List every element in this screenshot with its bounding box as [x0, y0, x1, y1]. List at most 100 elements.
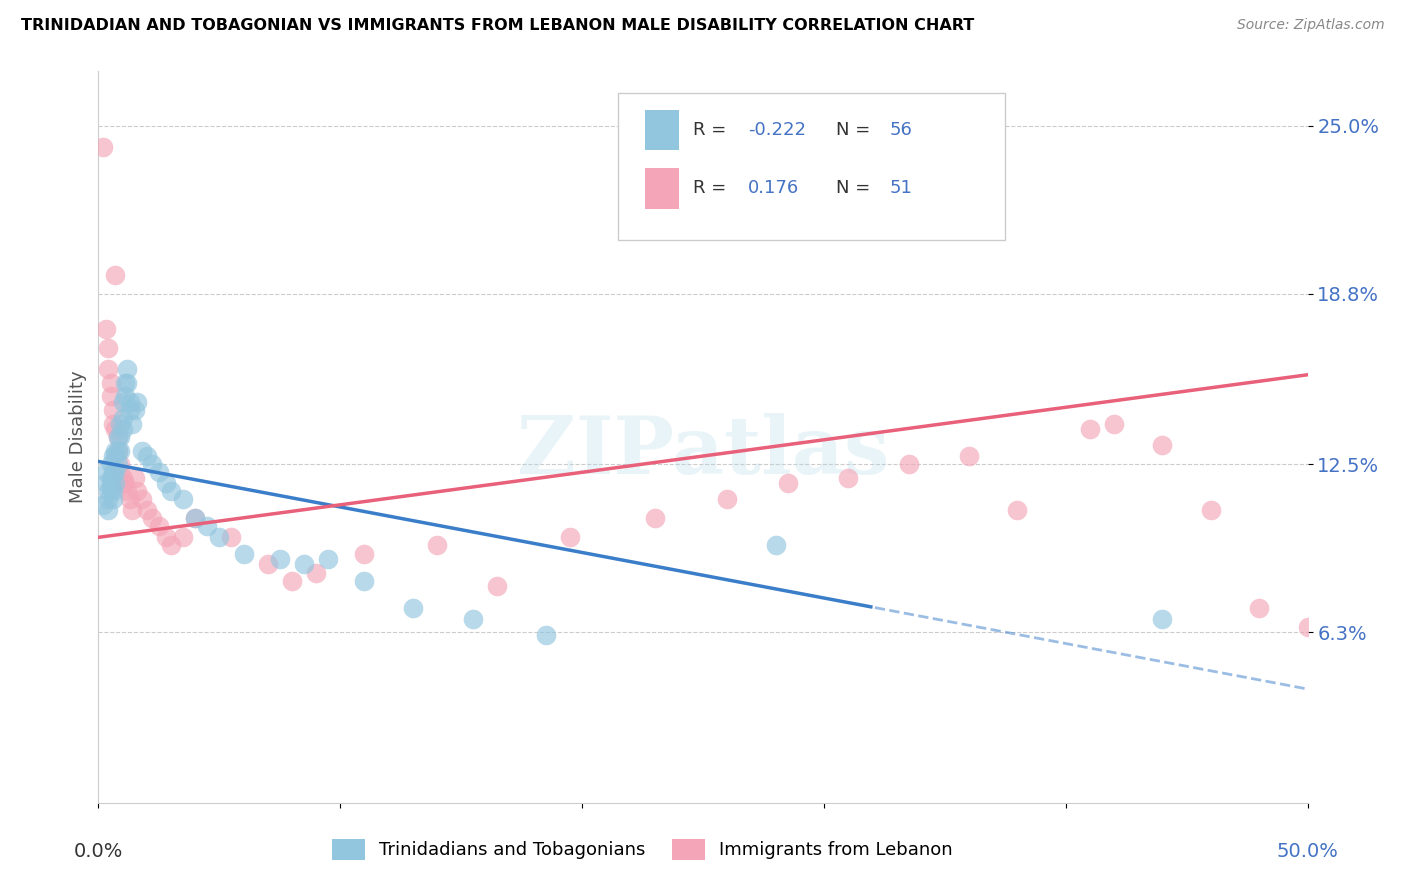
Point	[172, 530, 194, 544]
Point	[104, 443, 127, 458]
Point	[111, 395, 134, 409]
Point	[486, 579, 509, 593]
Point	[104, 422, 127, 436]
Point	[108, 430, 131, 444]
Point	[281, 574, 304, 588]
Point	[107, 443, 129, 458]
Point	[114, 389, 136, 403]
Text: 51: 51	[889, 179, 912, 197]
Point	[765, 538, 787, 552]
Point	[94, 465, 117, 479]
Point	[100, 389, 122, 403]
Point	[426, 538, 449, 552]
Point	[100, 457, 122, 471]
FancyBboxPatch shape	[619, 94, 1005, 240]
Point	[402, 600, 425, 615]
Text: TRINIDADIAN AND TOBAGONIAN VS IMMIGRANTS FROM LEBANON MALE DISABILITY CORRELATIO: TRINIDADIAN AND TOBAGONIAN VS IMMIGRANTS…	[21, 18, 974, 33]
Point	[97, 341, 120, 355]
Point	[101, 403, 124, 417]
Point	[232, 547, 254, 561]
Text: R =: R =	[693, 179, 733, 197]
Point	[1102, 417, 1125, 431]
Point	[94, 322, 117, 336]
Point	[558, 530, 581, 544]
Point	[117, 484, 139, 499]
Point	[107, 430, 129, 444]
Point	[104, 449, 127, 463]
Text: -0.222: -0.222	[748, 121, 806, 139]
Point	[160, 538, 183, 552]
Point	[121, 503, 143, 517]
Point	[100, 376, 122, 390]
Point	[91, 140, 114, 154]
Point	[100, 471, 122, 485]
Point	[108, 457, 131, 471]
Text: N =: N =	[837, 121, 876, 139]
Point	[1296, 620, 1319, 634]
Point	[118, 492, 141, 507]
Point	[124, 471, 146, 485]
Point	[101, 492, 124, 507]
Point	[104, 268, 127, 282]
Point	[101, 465, 124, 479]
Point	[101, 417, 124, 431]
Point	[305, 566, 328, 580]
Point	[1152, 438, 1174, 452]
Point	[124, 403, 146, 417]
Point	[104, 465, 127, 479]
Point	[111, 476, 134, 491]
Point	[160, 484, 183, 499]
Point	[353, 547, 375, 561]
Point	[97, 484, 120, 499]
Point	[111, 471, 134, 485]
Y-axis label: Male Disability: Male Disability	[69, 371, 87, 503]
Point	[316, 552, 339, 566]
Point	[155, 476, 177, 491]
Point	[837, 471, 859, 485]
Point	[101, 484, 124, 499]
Point	[221, 530, 243, 544]
Point	[131, 492, 153, 507]
Point	[148, 519, 170, 533]
Point	[104, 476, 127, 491]
Text: ZIPatlas: ZIPatlas	[517, 413, 889, 491]
Point	[957, 449, 980, 463]
Point	[1152, 611, 1174, 625]
Point	[107, 430, 129, 444]
Text: 0.0%: 0.0%	[73, 842, 124, 861]
Point	[463, 611, 485, 625]
Point	[135, 503, 157, 517]
Point	[127, 484, 149, 499]
Point	[1199, 503, 1222, 517]
Point	[1249, 600, 1271, 615]
Point	[94, 476, 117, 491]
Point	[184, 511, 207, 525]
Text: 0.176: 0.176	[748, 179, 799, 197]
Point	[184, 511, 207, 525]
Point	[101, 449, 124, 463]
Point	[776, 476, 799, 491]
Point	[148, 465, 170, 479]
Point	[121, 417, 143, 431]
Text: 56: 56	[889, 121, 912, 139]
Point	[644, 511, 666, 525]
Text: N =: N =	[837, 179, 876, 197]
Legend: Trinidadians and Tobagonians, Immigrants from Lebanon: Trinidadians and Tobagonians, Immigrants…	[325, 831, 960, 867]
Point	[195, 519, 218, 533]
Point	[256, 558, 278, 572]
Point	[141, 457, 163, 471]
FancyBboxPatch shape	[645, 110, 679, 150]
Point	[108, 417, 131, 431]
Point	[897, 457, 920, 471]
Point	[107, 443, 129, 458]
Point	[269, 552, 291, 566]
Point	[97, 492, 120, 507]
Text: 50.0%: 50.0%	[1277, 842, 1339, 861]
Point	[155, 530, 177, 544]
Point	[100, 476, 122, 491]
Point	[131, 443, 153, 458]
Point	[97, 503, 120, 517]
Point	[118, 395, 141, 409]
Point	[114, 376, 136, 390]
Point	[353, 574, 375, 588]
